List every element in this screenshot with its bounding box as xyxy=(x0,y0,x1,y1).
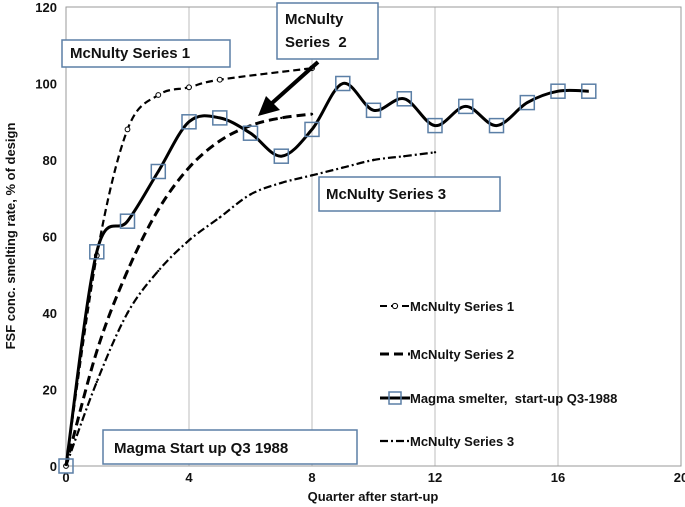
data-point xyxy=(280,116,283,120)
data-point xyxy=(216,76,223,83)
data-point xyxy=(335,75,351,92)
legend-label: McNulty Series 1 xyxy=(410,299,514,314)
data-point xyxy=(95,350,99,353)
annotation-text-line-1: McNulty xyxy=(285,11,344,28)
data-point xyxy=(372,158,375,162)
annotation-text: McNulty Series 3 xyxy=(326,186,446,203)
annotation-box xyxy=(61,39,231,68)
y-tick-label: 100 xyxy=(35,77,57,92)
data-point xyxy=(119,213,136,229)
legend-label: Magma smelter, start-up Q3-1988 xyxy=(410,391,617,406)
annotation-box xyxy=(102,429,358,465)
data-point xyxy=(218,216,221,219)
y-axis-label: FSF conc. smelting rate, % of design xyxy=(3,123,18,350)
data-point xyxy=(89,244,105,260)
legend-marker xyxy=(391,302,399,310)
data-point xyxy=(187,239,191,242)
data-point xyxy=(433,151,437,154)
y-tick-label: 40 xyxy=(43,306,57,321)
data-point xyxy=(550,83,566,99)
data-point xyxy=(212,110,228,126)
data-point xyxy=(458,98,474,115)
x-tick-label: 0 xyxy=(62,470,69,485)
data-point xyxy=(403,155,406,158)
data-point xyxy=(365,102,382,119)
y-tick-label: 60 xyxy=(43,230,57,245)
annotation-arrow xyxy=(258,60,320,116)
y-tick-label: 80 xyxy=(43,153,57,168)
data-point xyxy=(396,91,413,107)
data-point xyxy=(280,181,283,185)
arrow-shaft xyxy=(269,60,320,106)
legend-item-mcnulty-series-1: McNulty Series 1 xyxy=(380,299,514,314)
data-point xyxy=(186,84,192,91)
legend: McNulty Series 1 McNulty Series 2 Magma … xyxy=(380,299,617,449)
y-tick-label: 0 xyxy=(50,459,57,474)
arrow-head xyxy=(258,96,280,116)
y-tick-label: 120 xyxy=(35,0,57,15)
data-point xyxy=(187,166,191,169)
y-tick-label: 20 xyxy=(43,383,57,398)
data-point xyxy=(249,193,252,196)
series-line xyxy=(64,112,313,467)
data-point xyxy=(488,117,505,134)
annotation-box xyxy=(318,176,501,212)
data-point xyxy=(341,166,344,169)
data-point xyxy=(218,139,221,143)
data-point xyxy=(126,311,129,315)
data-point xyxy=(310,174,314,177)
data-point xyxy=(427,117,443,134)
data-point xyxy=(126,269,129,273)
annotation-mcnulty-series-3: McNulty Series 3 xyxy=(318,176,501,212)
x-tick-label: 12 xyxy=(428,470,442,485)
tick-labels: 0 4 8 12 16 20 0 20 40 60 80 100 120 xyxy=(35,0,685,485)
legend-item-mcnulty-series-2: McNulty Series 2 xyxy=(380,347,514,362)
data-point xyxy=(581,83,597,99)
series-layer xyxy=(58,65,597,474)
annotation-box xyxy=(276,2,379,60)
series-magma-smelter-start-up-q3-1988 xyxy=(58,75,597,474)
legend-item-mcnulty-series-3: McNulty Series 3 xyxy=(380,434,514,449)
annotation-mcnulty-series-2: McNulty Series 2 xyxy=(276,2,379,60)
data-point xyxy=(310,112,314,116)
legend-label: McNulty Series 2 xyxy=(410,347,514,362)
data-point xyxy=(155,92,162,98)
annotation-mcnulty-series-1: McNulty Series 1 xyxy=(61,39,231,68)
annotation-text-line-2: Series 2 xyxy=(285,34,347,51)
data-point xyxy=(150,163,167,180)
series-line xyxy=(64,81,589,467)
data-point xyxy=(58,458,74,474)
data-point xyxy=(242,125,259,141)
legend-item-magma-smelter: Magma smelter, start-up Q3-1988 xyxy=(380,391,617,406)
data-point xyxy=(157,269,160,273)
legend-marker xyxy=(388,391,402,405)
data-point xyxy=(95,380,99,384)
series-mcnulty-series-3 xyxy=(64,151,437,468)
data-point xyxy=(304,121,320,138)
x-tick-label: 20 xyxy=(674,470,685,485)
x-tick-label: 4 xyxy=(185,470,193,485)
data-point xyxy=(273,148,290,164)
data-point xyxy=(519,94,536,111)
data-point xyxy=(124,126,131,133)
x-tick-label: 16 xyxy=(551,470,565,485)
legend-label: McNulty Series 3 xyxy=(410,434,514,449)
data-point xyxy=(157,208,160,211)
annotation-text: Magma Start up Q3 1988 xyxy=(114,440,288,457)
x-tick-label: 8 xyxy=(308,470,315,485)
annotation-magma-start-up: Magma Start up Q3 1988 xyxy=(102,429,358,465)
annotation-text: McNulty Series 1 xyxy=(70,45,190,62)
x-axis-label: Quarter after start-up xyxy=(308,489,439,504)
data-point xyxy=(181,114,197,130)
